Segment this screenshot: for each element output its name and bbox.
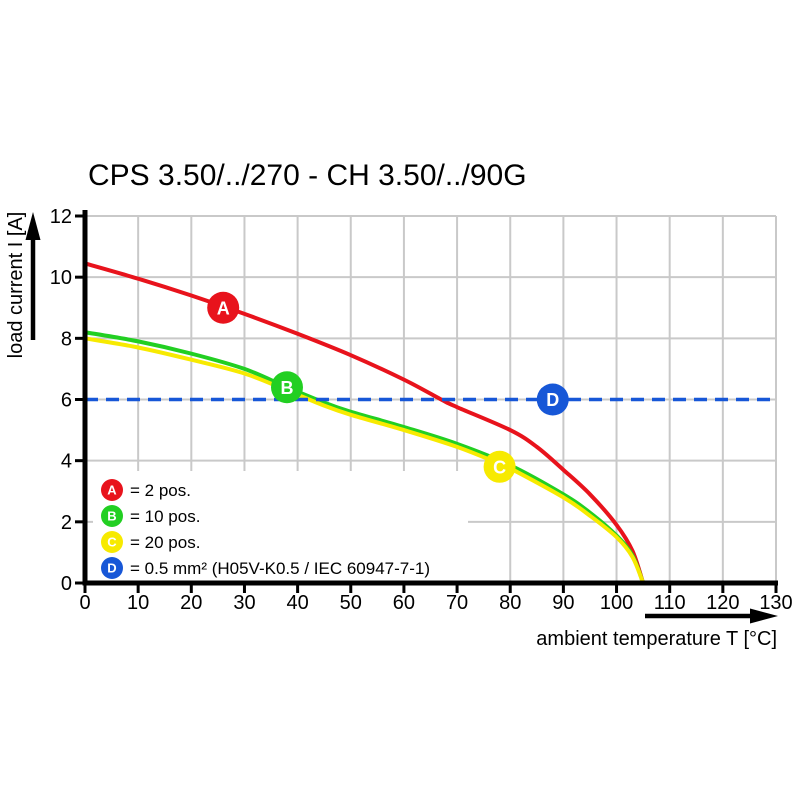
legend-marker-letter: A [107, 483, 117, 498]
legend-label: = 10 pos. [130, 507, 200, 526]
x-tick-label: 30 [233, 592, 255, 614]
curve-marker-circle [483, 450, 516, 483]
legend-marker-B-icon [101, 505, 123, 527]
axes: 0 10 20 30 40 50 60 70 80 90 100 110 120 130 0 2 4 6 8 10 12 [50, 206, 793, 614]
curve-marker-circle [536, 383, 569, 416]
x-axis-label: ambient temperature T [°C] [536, 628, 777, 650]
y-tick-label: 6 [61, 390, 72, 412]
series-layer [84, 261, 776, 584]
x-tick-label: 110 [654, 592, 686, 614]
x-tick-label: 10 [127, 592, 149, 614]
x-tick-label: 120 [706, 592, 739, 614]
curve-marker-D: D [536, 383, 569, 416]
x-tick-label: 80 [499, 592, 521, 614]
curve-marker-circle [270, 371, 303, 404]
legend-marker-D-icon [101, 557, 123, 579]
y-axis-label-group: load current I [A] [5, 212, 41, 359]
curve-marker-letter: B [280, 378, 293, 398]
y-tick-label: 2 [61, 512, 72, 534]
legend-marker-letter: C [107, 535, 117, 550]
x-tick-label: 50 [340, 592, 362, 614]
x-tick-label: 90 [552, 592, 574, 614]
y-tick-label: 12 [50, 206, 72, 228]
x-tick-label: 20 [180, 592, 202, 614]
chart-legend: A = 2 pos. B = 10 pos. C = 20 pos. D = 0.5 mm² … [93, 471, 468, 582]
legend-item-B: B = 10 pos. [101, 505, 200, 527]
legend-item-A: A = 2 pos. [101, 479, 191, 501]
x-tick-label: 70 [446, 592, 468, 614]
y-axis-label: load current I [A] [5, 212, 27, 359]
curve-marker-C: C [483, 450, 516, 483]
legend-marker-letter: D [107, 561, 116, 576]
curve-marker-letter: D [546, 390, 559, 410]
legend-label: = 0.5 mm² (H05V-K0.5 / IEC 60947-7-1) [130, 559, 430, 578]
marker-layer: A B C D [207, 291, 569, 483]
x-tick-label: 60 [393, 592, 415, 614]
legend-item-D: D = 0.5 mm² (H05V-K0.5 / IEC 60947-7-1) [101, 557, 430, 579]
legend-marker-letter: B [107, 509, 116, 524]
curve-marker-A: A [207, 291, 240, 324]
y-tick-label: 10 [50, 267, 72, 289]
curve-C [84, 336, 645, 584]
x-tick-label: 100 [600, 592, 633, 614]
legend-marker-C-icon [101, 531, 123, 553]
x-tick-label: 40 [286, 592, 308, 614]
curve-marker-letter: A [217, 298, 230, 318]
right-arrow-icon [750, 608, 778, 624]
curve-marker-B: B [270, 371, 303, 404]
legend-label: = 20 pos. [130, 533, 200, 552]
up-arrow-icon [25, 212, 41, 240]
legend-background [93, 471, 468, 582]
ticks-layer: 0 10 20 30 40 50 60 70 80 90 100 110 120 130 0 2 4 6 8 10 12 [50, 206, 793, 614]
legend-label: = 2 pos. [130, 481, 191, 500]
chart-title: CPS 3.50/../270 - CH 3.50/../90G [88, 159, 527, 192]
curve-marker-circle [207, 291, 240, 324]
legend-marker-A-icon [101, 479, 123, 501]
y-tick-label: 8 [61, 328, 72, 350]
x-tick-label: 0 [79, 592, 90, 614]
curve-marker-letter: C [493, 457, 506, 477]
y-tick-label: 4 [61, 451, 72, 473]
x-tick-label: 130 [759, 592, 792, 614]
legend-item-C: C = 20 pos. [101, 531, 200, 553]
x-axis-label-group: ambient temperature T [°C] [536, 608, 778, 650]
y-tick-label: 0 [61, 573, 72, 595]
